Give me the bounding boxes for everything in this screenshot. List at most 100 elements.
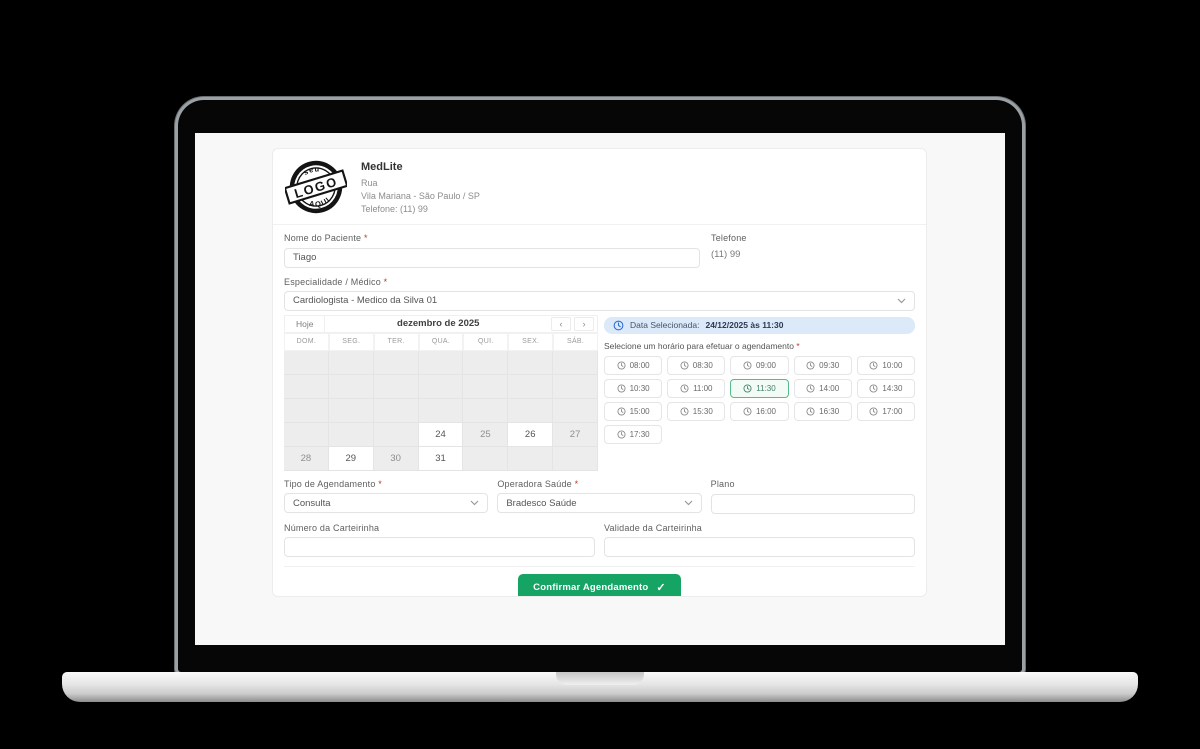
calendar-day: [418, 374, 464, 399]
calendar-day: [463, 350, 509, 375]
phone-label: Telefone: [711, 233, 747, 243]
clock-icon: [617, 360, 626, 370]
selected-date-value: 24/12/2025 às 11:30: [705, 320, 784, 330]
calendar-day: [328, 350, 374, 375]
calendar-day-24[interactable]: 24: [418, 423, 464, 448]
calendar-day: [373, 398, 419, 424]
chevron-down-icon: [684, 501, 693, 506]
specialty-selected-value: Cardiologista - Medico da Silva 01: [293, 295, 438, 306]
calendar-today-button[interactable]: Hoje: [285, 315, 326, 332]
specialty-label: Especialidade / Médico *: [284, 276, 388, 287]
time-slot[interactable]: 10:30: [604, 378, 663, 398]
clock-icon: [806, 360, 815, 370]
plan-input[interactable]: [710, 493, 915, 514]
time-slot[interactable]: 16:00: [730, 401, 789, 421]
patient-name-label: Nome do Paciente *: [284, 233, 368, 243]
type-select[interactable]: Consulta: [284, 493, 489, 514]
insurer-label: Operadora Saúde *: [497, 479, 579, 490]
clock-icon: [617, 383, 626, 393]
laptop-base: [62, 672, 1138, 702]
calendar-toolbar: Hoje dezembro de 2025 ‹ ›: [284, 314, 598, 333]
plan-label: Plano: [710, 479, 735, 490]
clock-icon: [680, 360, 689, 370]
calendar-prev-button[interactable]: ‹: [551, 316, 571, 331]
calendar-day: [553, 447, 598, 472]
time-slot[interactable]: 17:30: [604, 424, 663, 444]
time-slot[interactable]: 15:30: [667, 401, 726, 421]
confirm-booking-button[interactable]: Confirmar Agendamento ✓: [518, 574, 681, 596]
laptop-bezel: · seu · LOGO AQUI MedLite Rua: [178, 100, 1022, 672]
clinic-header: · seu · LOGO AQUI MedLite Rua: [273, 149, 926, 225]
clock-icon: [869, 360, 878, 370]
time-slot[interactable]: 09:00: [730, 355, 789, 375]
calendar-next-button[interactable]: ›: [574, 316, 594, 331]
calendar-day: [328, 423, 374, 448]
calendar-day: [373, 423, 419, 448]
clinic-address-line3: Telefone: (11) 99: [361, 204, 428, 215]
calendar-day-27: 27: [553, 423, 598, 448]
time-slot[interactable]: 16:30: [793, 401, 852, 421]
time-slot[interactable]: 08:30: [667, 355, 726, 375]
card-validity-input[interactable]: [604, 537, 915, 558]
calendar-day: [284, 374, 329, 399]
clock-icon: [743, 383, 752, 393]
clock-icon: [743, 360, 752, 370]
clinic-address-line1: Rua: [361, 178, 378, 188]
clock-icon: [617, 406, 626, 416]
calendar-weekday-row: DOM. SEG. TER. QUA. QUI. SEX. SÁB.: [284, 332, 598, 351]
clock-icon: [680, 406, 689, 416]
calendar-day: [553, 374, 598, 399]
time-slot[interactable]: 11:00: [667, 378, 726, 398]
clock-icon: [869, 383, 878, 393]
clock-icon: [869, 406, 878, 416]
calendar-day-30: 30: [373, 447, 419, 472]
calendar-day-29[interactable]: 29: [328, 447, 374, 472]
card-number-input[interactable]: [284, 537, 595, 558]
insurer-selected-value: Bradesco Saúde: [506, 497, 577, 509]
calendar-day-26[interactable]: 26: [508, 423, 554, 448]
calendar-day: [284, 398, 329, 424]
insurer-select[interactable]: Bradesco Saúde: [497, 493, 702, 514]
time-slot[interactable]: 17:00: [856, 401, 915, 421]
chevron-down-icon: [470, 501, 479, 506]
calendar-grid: 24 25 26 27 28 29 30 31: [284, 350, 598, 472]
calendar-day: [553, 350, 598, 375]
calendar-day: [373, 350, 419, 375]
clock-icon: [806, 406, 815, 416]
calendar-day: [328, 398, 374, 424]
calendar: Hoje dezembro de 2025 ‹ › DOM. SEG.: [284, 314, 598, 472]
calendar-day: [463, 447, 509, 472]
calendar-day: [508, 350, 554, 375]
clock-icon: [806, 383, 815, 393]
weekday-label: SEG.: [328, 332, 374, 351]
clock-icon: [680, 383, 689, 393]
time-slot[interactable]: 15:00: [604, 401, 663, 421]
calendar-day: [418, 398, 464, 424]
timeslot-grid: 08:00 08:30 09:00 09:30 10:00 10:30 11:0…: [604, 355, 915, 444]
time-slot-selected[interactable]: 11:30: [730, 378, 789, 398]
specialty-select[interactable]: Cardiologista - Medico da Silva 01: [284, 290, 915, 311]
weekday-label: SEX.: [508, 332, 554, 351]
time-slot[interactable]: 14:30: [856, 378, 915, 398]
time-slot[interactable]: 14:00: [793, 378, 852, 398]
weekday-label: SÁB.: [553, 332, 598, 351]
calendar-month-title: dezembro de 2025: [397, 318, 480, 329]
type-label: Tipo de Agendamento *: [284, 479, 382, 490]
clinic-address: Rua Vila Mariana - São Paulo / SP Telefo…: [361, 177, 480, 216]
calendar-day: [418, 350, 464, 375]
calendar-day-31[interactable]: 31: [418, 447, 464, 472]
selected-date-label: Data Selecionada:: [630, 320, 700, 330]
patient-name-input[interactable]: [284, 247, 700, 268]
card-number-label: Número da Carteirinha: [284, 522, 380, 533]
time-slot[interactable]: 08:00: [604, 355, 663, 375]
time-slot[interactable]: 10:00: [856, 355, 915, 375]
card-validity-label: Validade da Carteirinha: [604, 522, 702, 533]
calendar-day: [508, 398, 554, 424]
calendar-day: [463, 374, 509, 399]
confirm-button-label: Confirmar Agendamento: [533, 581, 649, 593]
calendar-day-25: 25: [463, 423, 509, 448]
app-screen: · seu · LOGO AQUI MedLite Rua: [195, 133, 1005, 645]
time-slot[interactable]: 09:30: [793, 355, 852, 375]
phone-value: (11) 99: [711, 249, 741, 260]
